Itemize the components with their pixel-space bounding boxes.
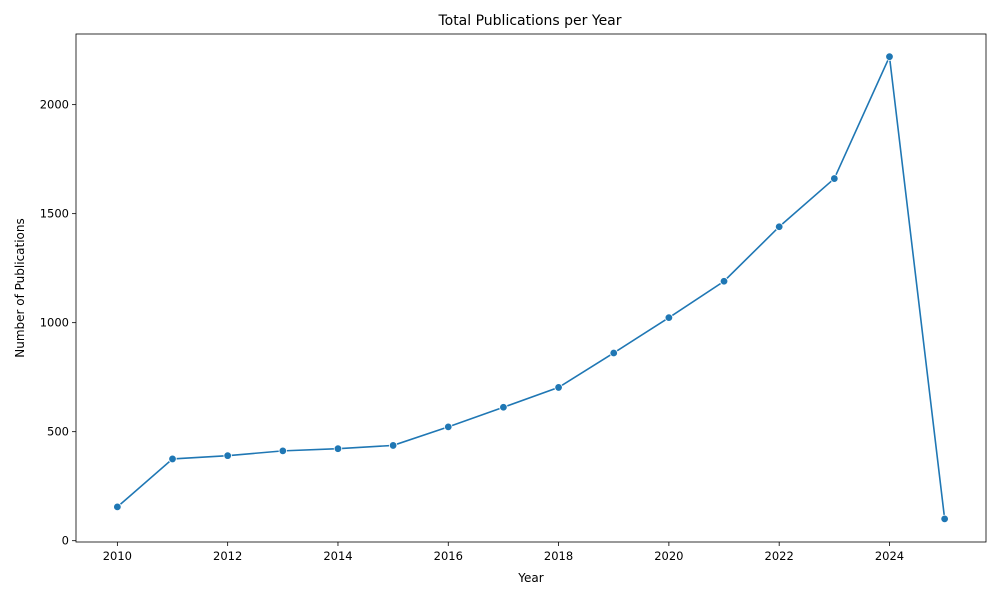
x-tick-label: 2014 bbox=[323, 549, 352, 563]
data-point bbox=[664, 313, 674, 322]
data-point bbox=[940, 514, 949, 524]
y-tick-label: 1500 bbox=[40, 207, 69, 221]
data-point bbox=[113, 502, 122, 512]
data-point bbox=[830, 174, 839, 183]
y-tick-label: 0 bbox=[62, 534, 69, 548]
y-tick-label: 2000 bbox=[40, 98, 69, 112]
series-line bbox=[116, 53, 946, 519]
y-tick-label: 1000 bbox=[40, 316, 69, 330]
plot-frame bbox=[75, 33, 987, 543]
x-tick-label: 2010 bbox=[103, 549, 132, 563]
y-axis: 0 500 1000 1500 2000 bbox=[40, 98, 76, 548]
y-axis-label: Number of Publications bbox=[13, 218, 27, 358]
data-point bbox=[719, 277, 729, 286]
x-tick-label: 2016 bbox=[434, 549, 463, 563]
data-point bbox=[223, 451, 232, 460]
plot-area: 2010 2012 2014 2016 2018 2020 2022 2024 0 500 100… bbox=[40, 33, 987, 563]
chart-title: Total Publications per Year bbox=[437, 13, 621, 29]
data-point bbox=[278, 446, 288, 456]
series-layer bbox=[113, 52, 949, 524]
x-tick-label: 2018 bbox=[544, 549, 573, 563]
x-tick-label: 2024 bbox=[875, 549, 904, 563]
data-point bbox=[499, 403, 508, 412]
data-point bbox=[885, 52, 894, 61]
x-tick-label: 2022 bbox=[765, 549, 794, 563]
x-tick-label: 2012 bbox=[213, 549, 242, 563]
data-point bbox=[168, 454, 177, 464]
data-point bbox=[333, 444, 343, 453]
data-point bbox=[444, 422, 453, 432]
data-point bbox=[609, 348, 618, 358]
x-axis: 2010 2012 2014 2016 2018 2020 2022 2024 bbox=[103, 542, 904, 563]
data-point bbox=[554, 383, 563, 392]
data-point bbox=[774, 222, 784, 231]
data-point bbox=[388, 441, 398, 450]
y-tick-label: 500 bbox=[47, 425, 69, 439]
x-axis-label: Year bbox=[517, 571, 543, 585]
x-tick-label: 2020 bbox=[654, 549, 683, 563]
